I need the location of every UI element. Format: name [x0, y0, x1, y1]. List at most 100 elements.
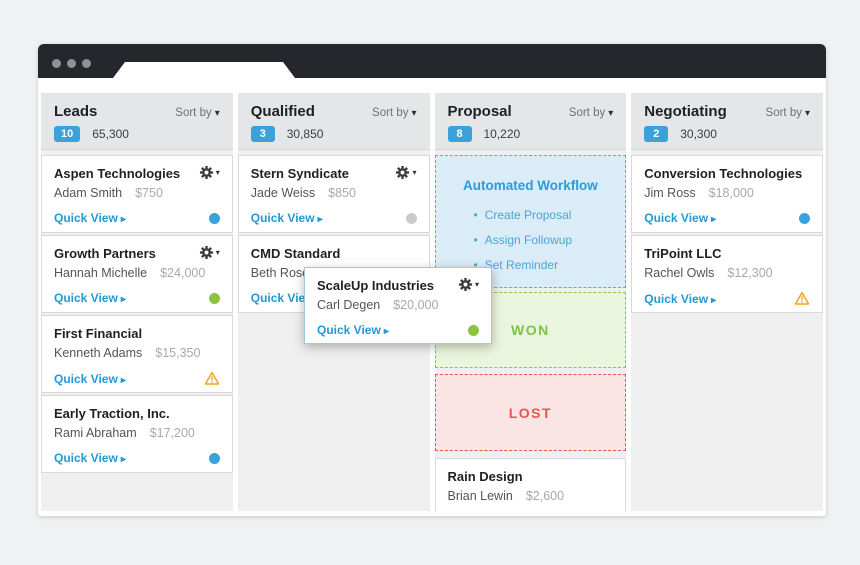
deal-value: $24,000 [160, 266, 206, 280]
automated-workflow-dropzone[interactable]: Automated Workflow • Create Proposal • Ass… [434, 155, 627, 288]
status-dot-gray-icon [405, 212, 417, 224]
window-controls[interactable] [52, 59, 91, 68]
window-dot-icon [82, 59, 91, 68]
contact-name: Jade Weiss [250, 186, 316, 200]
deal-card-rain-design[interactable]: Rain Design Brian Lewin $2,600 [434, 458, 627, 511]
company-name: TriPoint LLC [644, 246, 722, 261]
sort-by-label: Sort by [372, 107, 409, 119]
contact-name: Carl Degen [317, 298, 381, 312]
workflow-item-create-proposal[interactable]: • Create Proposal [474, 203, 626, 228]
deal-card-growth-partners[interactable]: Growth Partners ▾ Hannah Michelle $24,000… [41, 235, 233, 313]
quick-view-label: Quick View [54, 451, 118, 465]
deal-value: $18,000 [708, 186, 754, 200]
deal-card-stern-syndicate[interactable]: Stern Syndicate ▾ Jade Weiss $850 Quick V… [237, 155, 430, 233]
company-name: Growth Partners [54, 246, 156, 261]
caret-down-icon: ▾ [412, 167, 417, 177]
deal-card-aspen-technologies[interactable]: Aspen Technologies ▾ Adam Smith $750 Quic… [41, 155, 233, 233]
app-window: Leads Sort by ▾ 10 65,300 Aspen Technolog… [38, 44, 826, 516]
status-dot-blue-icon [799, 212, 810, 224]
caret-down-icon: ▾ [215, 167, 220, 177]
quick-view-link[interactable]: Quick View▸ [317, 323, 389, 337]
warning-triangle-icon [204, 371, 220, 385]
company-name: Early Traction, Inc. [54, 406, 170, 421]
deal-card-conversion-technologies[interactable]: Conversion Technologies Jim Ross $18,000 … [631, 155, 823, 233]
deal-value: $750 [135, 186, 163, 200]
chevron-right-icon: ▸ [383, 326, 389, 337]
column-header: Qualified Sort by ▾ 3 30,850 [237, 93, 430, 150]
quick-view-link[interactable]: Quick View▸ [54, 451, 126, 465]
browser-toolbar-strip [38, 78, 826, 93]
contact-name: Rami Abraham [54, 426, 137, 440]
dragged-deal-card-scaleup-industries[interactable]: ScaleUp Industries ▾ Carl Degen $20,000 Q… [304, 267, 492, 344]
caret-down-icon: ▾ [411, 108, 417, 119]
workflow-item-assign-followup[interactable]: • Assign Followup [474, 228, 626, 253]
bullet-icon: • [473, 208, 478, 222]
chevron-right-icon: ▸ [120, 214, 126, 225]
browser-tab[interactable] [113, 62, 295, 78]
sort-by-button[interactable]: Sort by ▾ [766, 107, 810, 119]
quick-view-link[interactable]: Quick View▸ [54, 372, 126, 386]
quick-view-link[interactable]: Quick View▸ [644, 292, 716, 306]
column-negotiating: Negotiating Sort by ▾ 2 30,300 Conversion… [631, 93, 823, 511]
quick-view-label: Quick View [250, 211, 315, 225]
company-name: CMD Standard [250, 246, 341, 261]
status-dot-blue-icon [208, 212, 220, 224]
contact-name: Brian Lewin [447, 489, 513, 503]
quick-view-label: Quick View [250, 291, 315, 305]
lost-dropzone[interactable]: LOST [434, 374, 627, 451]
caret-down-icon: ▾ [474, 279, 479, 289]
deal-card-first-financial[interactable]: First Financial Kenneth Adams $15,350 Qui… [41, 315, 233, 393]
lost-label: LOST [508, 404, 553, 421]
card-settings-button[interactable]: ▾ [458, 277, 479, 292]
sort-by-button[interactable]: Sort by ▾ [569, 107, 613, 119]
won-label: WON [511, 322, 550, 338]
quick-view-label: Quick View [54, 371, 118, 386]
contact-name: Jim Ross [644, 186, 696, 200]
sort-by-label: Sort by [175, 107, 212, 119]
deal-card-early-traction[interactable]: Early Traction, Inc. Rami Abraham $17,200… [41, 395, 233, 473]
browser-titlebar [38, 44, 826, 78]
workflow-list: • Create Proposal • Assign Followup • Set R… [474, 203, 626, 278]
column-leads: Leads Sort by ▾ 10 65,300 Aspen Technolog… [41, 93, 233, 511]
company-name: Aspen Technologies [54, 166, 181, 181]
quick-view-link[interactable]: Quick View▸ [54, 211, 126, 225]
card-settings-button[interactable]: ▾ [395, 165, 417, 180]
deal-card-tripoint-llc[interactable]: TriPoint LLC Rachel Owls $12,300 Quick Vi… [631, 235, 823, 313]
window-dot-icon [67, 59, 76, 68]
status-dot-green-icon [468, 324, 479, 336]
chevron-right-icon: ▸ [120, 454, 126, 465]
sort-by-button[interactable]: Sort by ▾ [175, 107, 219, 119]
company-name: First Financial [54, 326, 143, 341]
deal-count-badge: 3 [250, 126, 275, 142]
company-name: Stern Syndicate [250, 166, 350, 181]
sort-by-label: Sort by [765, 107, 802, 119]
workflow-title: Automated Workflow [463, 178, 598, 193]
column-body: Conversion Technologies Jim Ross $18,000 … [631, 150, 823, 511]
workflow-item-set-reminder[interactable]: • Set Reminder [474, 253, 626, 278]
gear-icon [396, 165, 410, 180]
column-header: Negotiating Sort by ▾ 2 30,300 [631, 93, 823, 150]
contact-name: Beth Rose [250, 266, 310, 280]
contact-name: Hannah Michelle [54, 266, 148, 280]
quick-view-link[interactable]: Quick View▸ [644, 211, 716, 225]
column-header: Proposal Sort by ▾ 8 10,220 [434, 93, 627, 150]
deal-value: $2,600 [525, 489, 565, 503]
deal-value: $20,000 [393, 298, 439, 312]
caret-down-icon: ▾ [804, 108, 810, 119]
column-header: Leads Sort by ▾ 10 65,300 [41, 93, 233, 150]
deal-value: $17,200 [149, 426, 195, 440]
chevron-right-icon: ▸ [711, 214, 717, 225]
card-settings-button[interactable]: ▾ [199, 245, 220, 260]
contact-name: Rachel Owls [644, 266, 715, 280]
quick-view-link[interactable]: Quick View▸ [251, 211, 323, 225]
bullet-icon: • [473, 233, 478, 247]
deal-value: $15,350 [155, 346, 201, 360]
column-total: 10,220 [483, 127, 521, 141]
company-name: Conversion Technologies [644, 166, 803, 181]
workflow-item-label: Create Proposal [484, 208, 572, 222]
chevron-right-icon: ▸ [711, 294, 717, 306]
quick-view-link[interactable]: Quick View▸ [54, 291, 126, 305]
sort-by-button[interactable]: Sort by ▾ [372, 107, 416, 119]
deal-count-badge: 10 [54, 126, 81, 142]
card-settings-button[interactable]: ▾ [199, 165, 220, 180]
